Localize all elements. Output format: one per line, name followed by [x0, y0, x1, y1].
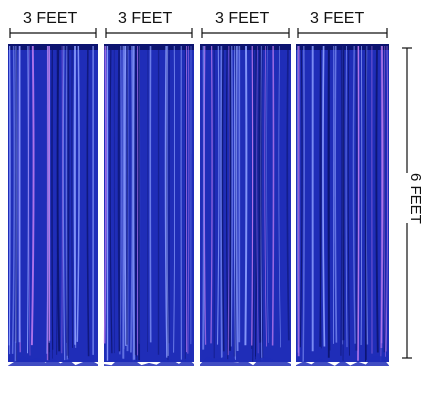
tinsel-strand: [76, 45, 80, 342]
tinsel-strand: [256, 45, 259, 354]
tinsel-strand: [299, 45, 303, 348]
tinsel-strand: [375, 45, 379, 353]
tinsel-strand: [14, 45, 18, 362]
tinsel-strand: [252, 45, 255, 362]
tinsel-strand: [383, 45, 386, 357]
tinsel-strand: [251, 45, 254, 346]
tinsel-strand: [103, 45, 107, 344]
tinsel-strand: [345, 45, 348, 348]
tinsel-strand: [15, 45, 18, 361]
tinsel-strand: [235, 45, 239, 352]
tinsel-strand: [278, 45, 281, 348]
tinsel-strand: [30, 45, 35, 346]
tinsel-strand: [347, 45, 351, 356]
tinsel-strand: [286, 45, 290, 341]
tinsel-strand: [364, 45, 367, 360]
tinsel-strand: [225, 45, 229, 360]
curtain-fringe-bottom: [296, 356, 389, 366]
tinsel-strand: [210, 45, 213, 344]
tinsel-strand: [385, 45, 389, 352]
tinsel-strand: [129, 45, 134, 353]
curtain-panel-1: [8, 46, 98, 362]
tinsel-strand: [173, 45, 175, 353]
tinsel-strand: [360, 45, 363, 346]
tinsel-strand: [8, 45, 11, 346]
tinsel-strand: [109, 45, 113, 354]
tinsel-strand: [61, 45, 63, 354]
tinsel-strand: [220, 45, 223, 359]
tinsel-strand: [216, 45, 220, 345]
tinsel-strand: [355, 45, 358, 351]
tinsel-strand: [261, 45, 264, 359]
panel-1-width-label: 3 FEET: [20, 10, 81, 28]
tinsel-strand: [117, 45, 120, 352]
tinsel-strand: [134, 45, 138, 361]
tinsel-strand: [27, 45, 29, 354]
tinsel-strand: [257, 45, 262, 343]
tinsel-strand: [322, 45, 326, 347]
tinsel-strand: [357, 45, 360, 361]
tinsel-strand: [134, 45, 137, 357]
tinsel-strand: [230, 45, 233, 347]
tinsel-strand: [56, 45, 59, 355]
curtain-header-1: [8, 44, 98, 50]
tinsel-strand: [11, 45, 16, 354]
tinsel-strand: [352, 45, 356, 344]
curtain-panel-2: [104, 46, 194, 362]
tinsel-strand: [264, 45, 267, 347]
panel-4-width-label: 3 FEET: [307, 10, 368, 28]
tinsel-strand: [255, 45, 258, 357]
tinsel-strand: [380, 45, 384, 344]
tinsel-strand: [124, 45, 127, 346]
tinsel-strand: [319, 45, 322, 347]
tinsel-strand: [342, 45, 345, 362]
tinsel-strand: [233, 45, 236, 359]
tinsel-strand: [132, 45, 136, 360]
panel-3-width-label: 3 FEET: [212, 10, 273, 28]
tinsel-strand: [65, 45, 69, 361]
tinsel-strand: [28, 45, 31, 356]
curtain-header-2: [104, 44, 194, 50]
panel-2-width-label: 3 FEET: [115, 10, 176, 28]
tinsel-strand: [65, 45, 69, 343]
tinsel-strand: [119, 45, 123, 355]
tinsel-strand: [203, 45, 207, 345]
tinsel-strand: [71, 45, 73, 348]
tinsel-strand: [340, 45, 343, 356]
height-label: 6 FEET: [405, 173, 425, 224]
tinsel-strand: [221, 45, 225, 352]
tinsel-strand: [62, 45, 66, 361]
tinsel-strand: [334, 45, 338, 343]
tinsel-strand: [166, 45, 169, 362]
curtain-fringe-bottom: [200, 356, 291, 366]
tinsel-strand: [66, 45, 70, 356]
tinsel-strand: [164, 45, 168, 358]
curtain-fringe-bottom: [104, 356, 194, 366]
tinsel-strand: [244, 45, 248, 346]
tinsel-strand: [187, 45, 190, 354]
tinsel-strand: [271, 45, 275, 346]
tinsel-strand: [302, 45, 305, 362]
curtain-fringe-bottom: [8, 356, 98, 366]
tinsel-strand: [165, 45, 169, 356]
tinsel-strand: [266, 45, 269, 343]
tinsel-strand: [86, 45, 90, 357]
